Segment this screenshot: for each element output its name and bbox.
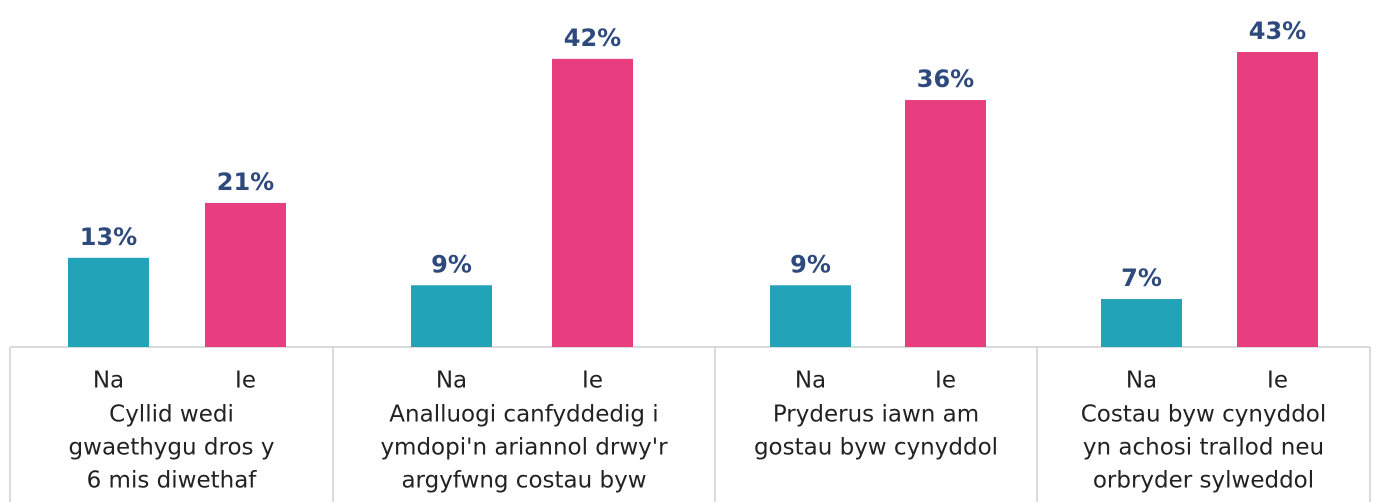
sub-category-label: Ie [582,368,603,394]
value-label: 42% [564,24,621,52]
value-label: 36% [917,65,974,93]
bar [905,100,986,347]
value-label: 9% [790,250,831,278]
category-label: Costau byw cynyddol [1081,402,1327,428]
value-label: 13% [80,223,137,251]
category-label: orbryder sylweddol [1093,468,1314,494]
category-label: Analluogi canfyddedig i [389,402,658,428]
bar [552,58,633,347]
value-label: 9% [431,250,472,278]
sub-category-label: Na [1126,368,1157,394]
value-label: 7% [1121,264,1162,292]
category-label: argyfwng costau byw [401,468,646,494]
category-label: Pryderus iawn am [773,402,979,428]
category-label: gostau byw cynyddol [754,435,998,461]
sub-category-label: Ie [935,368,956,394]
bar [68,257,149,347]
value-label: 21% [217,168,274,196]
sub-category-label: Ie [1267,368,1288,394]
category-label: Cyllid wedi [109,402,234,428]
category-label: gwaethygu dros y [69,435,275,461]
category-label: yn achosi trallod neu [1083,435,1324,461]
value-label: 43% [1249,17,1306,45]
category-label: 6 mis diwethaf [87,468,258,494]
sub-category-label: Na [795,368,826,394]
sub-category-label: Na [436,368,467,394]
sub-category-label: Na [93,368,124,394]
bar [1237,52,1318,348]
category-label: ymdopi'n ariannol drwy'r [380,435,668,461]
bar [411,285,492,347]
bar [205,202,286,347]
bar [770,285,851,347]
sub-category-label: Ie [235,368,256,394]
bar [1101,298,1182,347]
